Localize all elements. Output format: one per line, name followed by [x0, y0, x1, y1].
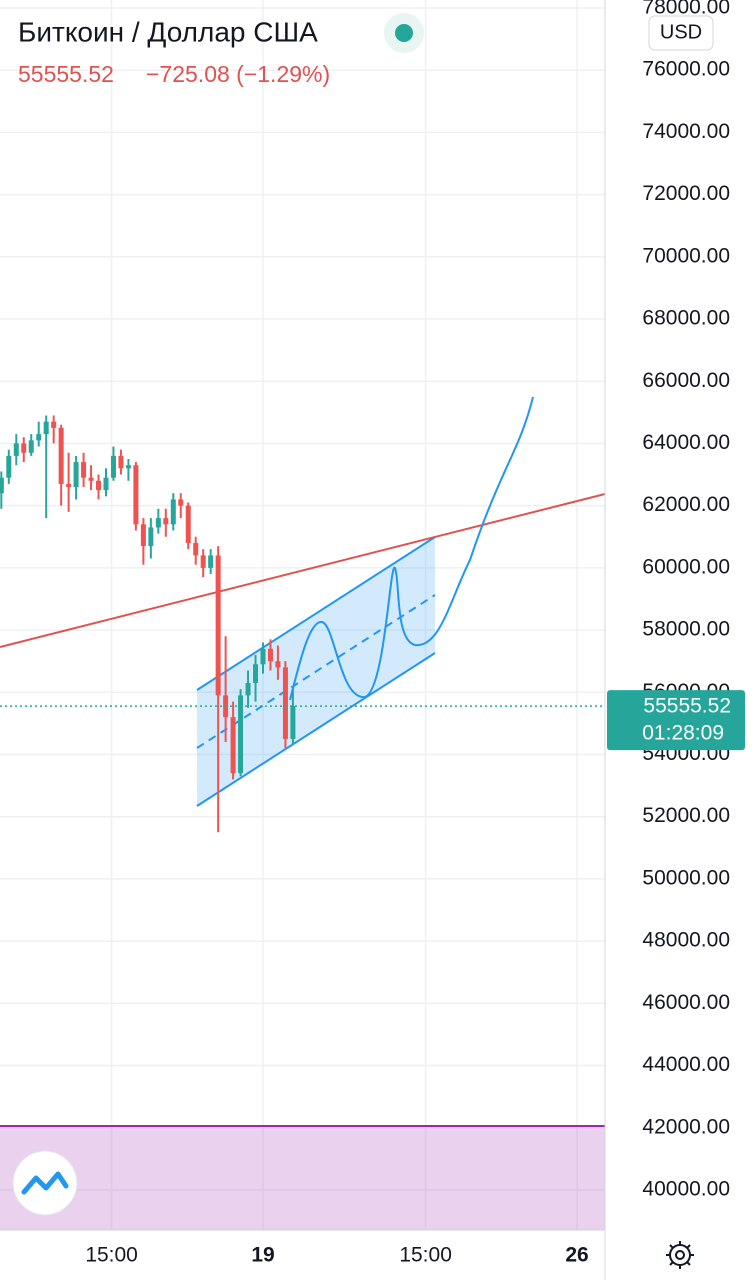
- candle-body: [13, 443, 19, 456]
- candle-body: [0, 477, 4, 494]
- candle-body: [185, 505, 191, 543]
- y-tick-label: 74000.00: [642, 120, 730, 143]
- settings-icon[interactable]: [666, 1241, 694, 1269]
- candle-body: [155, 518, 161, 528]
- candle-body: [267, 648, 273, 662]
- candle-body: [238, 695, 244, 774]
- zone: [0, 1126, 605, 1230]
- candle-body: [125, 465, 131, 469]
- x-tick-label: 26: [565, 1244, 588, 1267]
- candle-body: [290, 706, 296, 739]
- channel-bottom: [196, 652, 436, 807]
- currency-button[interactable]: [648, 15, 714, 51]
- candle-body: [140, 524, 146, 547]
- y-tick-label: 42000.00: [642, 1115, 730, 1138]
- candle-body: [36, 434, 42, 441]
- candles: [0, 415, 296, 833]
- candle-body: [118, 455, 124, 469]
- candle-body: [230, 717, 236, 774]
- candle-body: [148, 527, 154, 547]
- y-tick-label: 40000.00: [642, 1177, 730, 1200]
- candle-body: [170, 499, 176, 525]
- candle-body: [66, 483, 72, 487]
- price-box-label: 55555.52: [643, 695, 731, 718]
- candle-body: [103, 477, 109, 491]
- candle-body: [96, 480, 102, 491]
- y-tick-label: 70000.00: [642, 244, 730, 267]
- candle-body: [133, 465, 139, 525]
- candle-body: [208, 555, 214, 568]
- currency[interactable]: USD: [660, 21, 702, 43]
- candle-body: [28, 440, 34, 453]
- x-tick-label: 15:00: [399, 1244, 452, 1267]
- candle-body: [73, 462, 79, 487]
- channel-top: [196, 536, 436, 691]
- candle-body: [163, 518, 169, 525]
- y-tick-label: 60000.00: [642, 555, 730, 578]
- candle-body: [51, 421, 57, 428]
- candle-body: [81, 462, 87, 478]
- countdown: 01:28:09: [642, 722, 724, 745]
- candle-body: [193, 542, 199, 556]
- candle-body: [253, 664, 259, 683]
- candle-body: [21, 443, 27, 453]
- candle-body: [275, 661, 281, 668]
- candle-body: [245, 682, 251, 696]
- axes: 40000.00 42000.00 44000.00 46000.00 48000.00…: [85, 0, 730, 1267]
- y-tick-label: 48000.00: [642, 929, 730, 952]
- channel-mid: [196, 594, 436, 749]
- candle-body: [6, 455, 12, 478]
- y-tick-label: 64000.00: [642, 431, 730, 454]
- candle-body: [58, 427, 64, 484]
- y-tick-label: 50000.00: [642, 866, 730, 889]
- y-tick-label: 62000.00: [642, 493, 730, 516]
- trend-line: [0, 493, 606, 648]
- chart-title: Биткоин / Доллар США: [18, 16, 318, 47]
- candle-body: [215, 555, 221, 696]
- y-tick-label: 72000.00: [642, 182, 730, 205]
- candle-body: [88, 477, 94, 481]
- x-tick-label: 15:00: [85, 1244, 138, 1267]
- y-tick-label: 46000.00: [642, 991, 730, 1014]
- last-price: 55555.52: [18, 61, 114, 87]
- y-tick-label: 44000.00: [642, 1053, 730, 1076]
- status-dot: [395, 24, 413, 42]
- y-tick-label: 76000.00: [642, 58, 730, 81]
- price-box: [607, 690, 745, 751]
- candle-body: [110, 455, 116, 478]
- logo-mark: [21, 1171, 69, 1195]
- x-tick-label: 19: [251, 1244, 274, 1267]
- candle-body: [260, 648, 266, 665]
- logo[interactable]: [12, 1150, 78, 1216]
- candle-body: [200, 555, 206, 568]
- y-tick-label: 68000.00: [642, 307, 730, 330]
- candle-body: [282, 667, 288, 739]
- y-tick-label: 58000.00: [642, 618, 730, 641]
- candle-body: [178, 499, 184, 506]
- candle-body: [43, 421, 49, 435]
- grid: [0, 0, 605, 1230]
- y-tick-label: 52000.00: [642, 804, 730, 827]
- price-change: −725.08 (−1.29%): [146, 61, 330, 87]
- y-tick-label: 78000.00: [642, 0, 730, 19]
- projection-curve: [289, 396, 534, 701]
- y-tick-label: 66000.00: [642, 369, 730, 392]
